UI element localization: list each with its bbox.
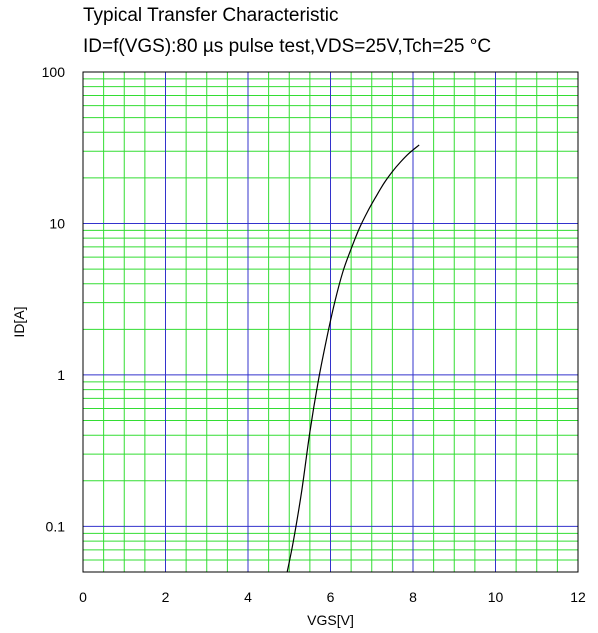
x-tick-label: 2 xyxy=(162,589,170,605)
y-tick-label: 10 xyxy=(49,215,65,231)
series-line xyxy=(286,144,420,573)
x-tick-label: 12 xyxy=(570,589,586,605)
y-tick-label: 1 xyxy=(57,367,65,383)
chart-title: Typical Transfer Characteristic xyxy=(83,5,339,26)
y-tick-label: 0.1 xyxy=(46,518,66,534)
y-tick-labels: 0.1 1 10 100 xyxy=(42,64,66,534)
x-tick-label: 6 xyxy=(327,589,335,605)
chart-subtitle: ID=f(VGS):80 µs pulse test,VDS=25V,Tch=2… xyxy=(83,36,492,57)
x-tick-label: 10 xyxy=(488,589,504,605)
plot-frame xyxy=(82,71,579,573)
y-axis-label: ID[A] xyxy=(11,306,27,337)
x-tick-label: 8 xyxy=(409,589,417,605)
x-tick-label: 4 xyxy=(244,589,252,605)
y-tick-label: 100 xyxy=(42,64,66,80)
x-tick-label: 0 xyxy=(79,589,87,605)
x-axis-label: VGS[V] xyxy=(307,612,354,628)
x-tick-labels: 0 2 4 6 8 10 12 xyxy=(79,589,586,605)
